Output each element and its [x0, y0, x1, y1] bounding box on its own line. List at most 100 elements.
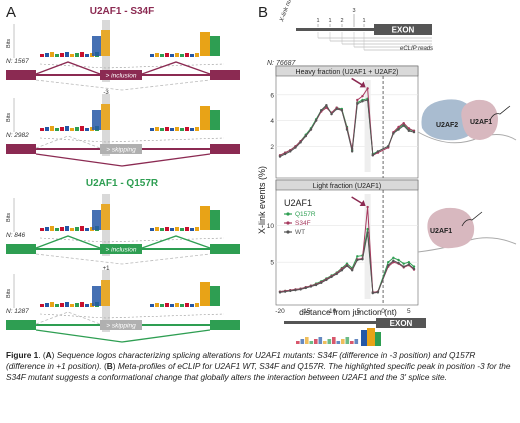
caption-b-text: Meta-profiles of eCLIP for U2AF1 WT, S34…: [6, 361, 511, 383]
logo-letter: [210, 36, 220, 56]
legend-marker: [286, 212, 290, 216]
panel-a: U2AF1 - S34F Bits N: 1567 > inclusion Bits -3…: [6, 6, 240, 343]
data-point-s34f: [356, 98, 359, 102]
logo-letter: [40, 54, 44, 57]
data-point-wt: [330, 275, 333, 279]
legend-title: U2AF1: [284, 198, 312, 208]
logo-letter: [210, 210, 220, 230]
event-tag-bg: [100, 70, 142, 80]
logo-letter: [60, 53, 64, 57]
logo-letter: [75, 53, 79, 57]
data-point-wt: [402, 265, 405, 268]
logo-letter: [55, 54, 59, 57]
bits-axis-label: Bits: [6, 289, 12, 298]
highlight-band: [364, 80, 371, 172]
splicing-track: Bits +1 N: 1287 > skipping: [6, 266, 240, 343]
data-point-q157r: [356, 255, 359, 258]
skip-arc-dashed: [35, 79, 211, 91]
xlink-number: 1: [316, 18, 319, 24]
logo-letter: [314, 339, 318, 344]
logo-letter: [170, 228, 174, 231]
peak-arrow-head: [359, 200, 366, 207]
legend-label: WT: [295, 229, 305, 236]
logo-letter: [101, 104, 110, 130]
event-tag-bg: [100, 144, 142, 154]
event-label: > inclusion: [106, 73, 137, 80]
splicing-track: Bits -3 N: 2982 > skipping: [6, 90, 240, 167]
exon-right: [210, 70, 240, 80]
chart-title: Heavy fraction (U2AF1 + U2AF2): [296, 69, 399, 76]
splicing-track: Bits N: 1567 > inclusion: [6, 20, 240, 91]
data-point-q157r: [366, 227, 369, 231]
logo-letter: [50, 52, 54, 57]
bottom-logo: EXON: [284, 318, 426, 346]
xlink-number: 2: [340, 18, 343, 24]
logo-letter: [155, 53, 159, 57]
logo-letter: [200, 282, 210, 306]
data-point-wt: [299, 288, 302, 291]
data-point-wt: [366, 98, 369, 102]
logo-letter: [332, 337, 336, 344]
chart-title: Light fraction (U2AF1): [313, 183, 381, 190]
logo-letter: [60, 127, 64, 131]
logo-letter: [101, 204, 110, 230]
logo-letter: [195, 227, 199, 231]
logo-letter: [318, 337, 323, 344]
n-count-label: N: 2982: [6, 132, 29, 139]
eclip-reads-label: eCLIP reads: [400, 46, 433, 52]
bits-axis-label: Bits: [6, 113, 12, 122]
logo-letter: [175, 303, 179, 307]
logo-letter: [92, 36, 101, 56]
skip-arc: [35, 329, 211, 343]
logo-guide-line: [39, 63, 225, 69]
logo-letter: [85, 128, 89, 131]
logo-letter: [170, 54, 174, 57]
caption-figure-label: Figure 1: [6, 350, 39, 360]
exon-left: [6, 320, 36, 330]
data-point-wt: [325, 103, 328, 107]
exon-label-top: EXON: [392, 26, 415, 35]
x-tick-label: -5: [354, 308, 360, 315]
logo-letter: [195, 127, 199, 131]
xlink-number: 1: [328, 18, 331, 24]
n-count-label: N: 846: [6, 232, 26, 239]
logo-letter: [45, 303, 49, 307]
data-point-wt: [314, 119, 318, 122]
data-point-wt: [366, 231, 369, 234]
logo-letter: [185, 227, 189, 231]
x-tick-label: 5: [407, 308, 411, 315]
n-count-label: N: 1287: [6, 308, 29, 315]
logo-letter: [70, 128, 74, 131]
logo-letter: [341, 339, 345, 344]
data-point-wt: [320, 109, 323, 112]
exon-right: [210, 244, 240, 254]
legend-label: S34F: [295, 220, 311, 227]
logo-letter: [45, 53, 49, 57]
highlight-band: [364, 194, 371, 299]
logo-letter: [65, 52, 69, 57]
u2af1-shape-bottom: [427, 207, 475, 249]
data-point-q157r: [412, 265, 416, 268]
event-label: > skipping: [106, 147, 136, 154]
logo-letter: [175, 227, 179, 231]
data-point-wt: [356, 102, 359, 106]
logo-guide-line: [39, 237, 225, 243]
mutant-title: U2AF1 - S34F: [90, 6, 154, 17]
data-point-wt: [345, 128, 349, 131]
logo-letter: [354, 339, 359, 344]
y-tick-label: 6: [270, 92, 274, 99]
exon-right: [210, 320, 240, 330]
data-point-wt: [278, 291, 282, 294]
logo-letter: [55, 128, 59, 131]
data-point-wt: [407, 263, 411, 266]
data-point-q157r: [402, 262, 405, 265]
logo-letter: [150, 54, 154, 57]
intron-line: [142, 248, 210, 250]
data-point-wt: [340, 269, 344, 272]
xlink-schematic: X-link number 1 1 2 3 1 EXON eCLIP reads N: …: [267, 0, 433, 67]
chart-frame: [275, 179, 419, 306]
eclip-read-lines: [317, 32, 432, 51]
data-point-wt: [304, 134, 307, 138]
chart-header: [275, 179, 419, 191]
chart-frame: [275, 65, 419, 179]
